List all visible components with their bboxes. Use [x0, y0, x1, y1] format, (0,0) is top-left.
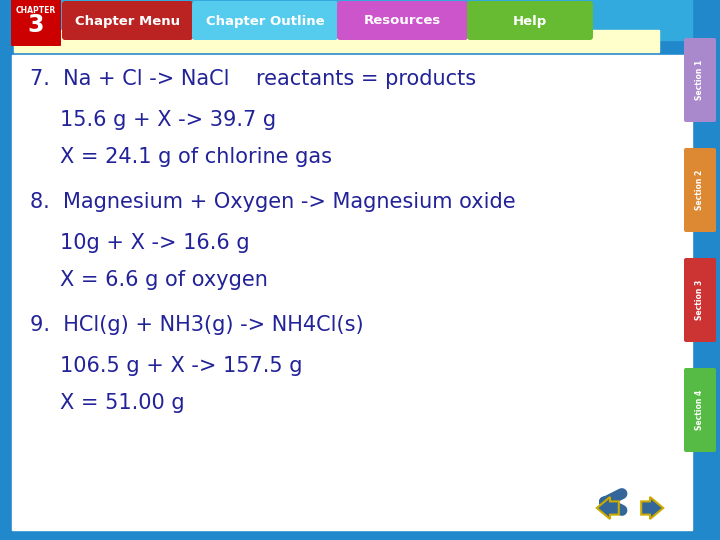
Text: Section 4: Section 4 — [696, 390, 704, 430]
Text: Resources: Resources — [364, 15, 441, 28]
Text: Section 3: Section 3 — [696, 280, 704, 320]
Text: 9.  HCl(g) + NH3(g) -> NH4Cl(s): 9. HCl(g) + NH3(g) -> NH4Cl(s) — [30, 315, 364, 335]
FancyArrowPatch shape — [605, 494, 622, 510]
FancyBboxPatch shape — [11, 0, 61, 46]
Polygon shape — [597, 497, 618, 519]
FancyBboxPatch shape — [192, 1, 338, 40]
Text: Help: Help — [513, 15, 547, 28]
Text: 8.  Magnesium + Oxygen -> Magnesium oxide: 8. Magnesium + Oxygen -> Magnesium oxide — [30, 192, 516, 212]
Bar — [12, 55, 692, 530]
Text: X = 24.1 g of chlorine gas: X = 24.1 g of chlorine gas — [60, 147, 332, 167]
Text: 10g + X -> 16.6 g: 10g + X -> 16.6 g — [60, 233, 250, 253]
FancyBboxPatch shape — [684, 368, 716, 452]
Text: X = 6.6 g of oxygen: X = 6.6 g of oxygen — [60, 270, 268, 290]
Text: 15.6 g + X -> 39.7 g: 15.6 g + X -> 39.7 g — [60, 110, 276, 130]
FancyBboxPatch shape — [684, 148, 716, 232]
Text: Chapter Outline: Chapter Outline — [206, 15, 324, 28]
FancyBboxPatch shape — [684, 258, 716, 342]
Bar — [14, 30, 659, 52]
Text: 106.5 g + X -> 157.5 g: 106.5 g + X -> 157.5 g — [60, 356, 302, 376]
FancyBboxPatch shape — [337, 1, 468, 40]
FancyBboxPatch shape — [467, 1, 593, 40]
Text: Chapter Menu: Chapter Menu — [75, 15, 180, 28]
Text: CHAPTER: CHAPTER — [16, 6, 56, 15]
Text: 3: 3 — [28, 13, 44, 37]
Text: X = 51.00 g: X = 51.00 g — [60, 393, 184, 413]
FancyBboxPatch shape — [62, 1, 193, 40]
Text: Section 1: Section 1 — [696, 60, 704, 100]
Bar — [12, 0, 692, 40]
Polygon shape — [642, 497, 663, 519]
Text: 7.  Na + Cl -> NaCl    reactants = products: 7. Na + Cl -> NaCl reactants = products — [30, 69, 476, 89]
FancyBboxPatch shape — [684, 38, 716, 122]
Text: Section 2: Section 2 — [696, 170, 704, 210]
